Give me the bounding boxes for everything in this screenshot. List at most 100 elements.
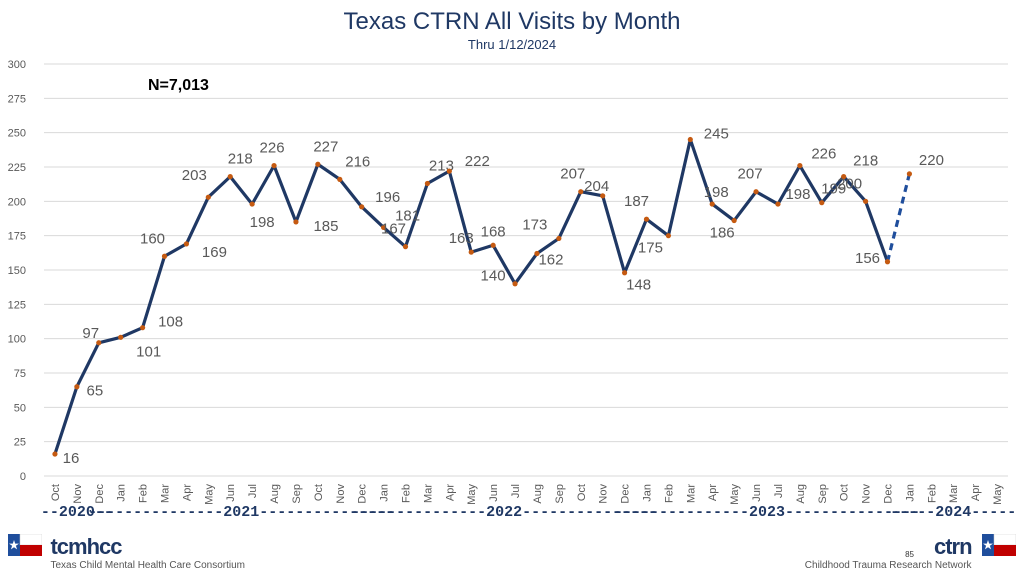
ctrn-brand: ctrn xyxy=(933,534,973,559)
data-label: 186 xyxy=(710,225,735,242)
data-label: 222 xyxy=(465,153,490,170)
x-tick-label: Feb xyxy=(138,484,150,503)
x-tick-label: Jun xyxy=(488,484,500,502)
data-point xyxy=(468,249,474,255)
texas-flag-icon xyxy=(8,534,42,556)
y-tick-label: 200 xyxy=(8,196,26,208)
data-label: 245 xyxy=(704,126,729,143)
data-point xyxy=(819,200,825,206)
data-point xyxy=(490,242,496,248)
data-point xyxy=(687,136,693,143)
data-point xyxy=(380,224,387,231)
data-point xyxy=(578,189,584,195)
data-label: 227 xyxy=(313,138,338,155)
data-point xyxy=(446,168,452,174)
data-label: 97 xyxy=(82,325,99,342)
data-label: 156 xyxy=(855,250,880,267)
y-tick-label: 125 xyxy=(8,299,26,311)
n-annotation: N=7,013 xyxy=(148,77,209,94)
x-tick-label: Feb xyxy=(401,484,413,503)
data-point xyxy=(271,163,277,169)
texas-flag-icon xyxy=(982,534,1016,556)
x-tick-label: Oct xyxy=(576,484,588,501)
data-label: 204 xyxy=(584,178,609,195)
data-point xyxy=(52,451,58,457)
tcmhcc-logo: tcmhcc Texas Child Mental Health Care Co… xyxy=(8,534,245,571)
data-label: 203 xyxy=(182,167,207,184)
x-tick-label: Dec xyxy=(357,484,369,504)
data-label: 199 xyxy=(821,181,846,198)
x-tick-label: Nov xyxy=(598,484,610,504)
y-tick-label: 0 xyxy=(20,471,26,483)
x-tick-label: Dec xyxy=(620,484,632,504)
x-tick-label: Jan xyxy=(904,484,916,502)
data-point xyxy=(249,201,255,207)
year-group-label: ---------------2021--------------- xyxy=(88,504,395,521)
data-point xyxy=(709,201,715,207)
x-tick-label: Mar xyxy=(685,484,697,503)
x-tick-label: Mar xyxy=(422,484,434,503)
x-tick-label: Aug xyxy=(269,484,281,504)
data-point xyxy=(424,180,431,187)
data-point xyxy=(74,384,80,390)
x-tick-label: Nov xyxy=(72,484,84,504)
y-tick-label: 25 xyxy=(14,437,26,449)
data-label: 207 xyxy=(560,166,585,183)
y-tick-label: 250 xyxy=(8,128,26,140)
data-label: 163 xyxy=(449,230,474,247)
data-point xyxy=(118,334,124,340)
data-label: 198 xyxy=(250,214,275,231)
data-point xyxy=(775,201,781,207)
year-group-label: ---------------2023--------------- xyxy=(614,504,921,521)
x-tick-label: Nov xyxy=(861,484,873,504)
x-tick-label: Apr xyxy=(181,484,193,501)
year-group-label: -----2024----- xyxy=(890,504,1017,521)
tcmhcc-brand: tcmhcc xyxy=(50,534,122,559)
data-label: 169 xyxy=(202,244,227,261)
data-label: 108 xyxy=(158,314,183,331)
data-label: 218 xyxy=(228,151,253,168)
x-tick-label: Jan xyxy=(642,484,654,502)
x-tick-label: May xyxy=(729,484,741,505)
data-point xyxy=(293,219,299,225)
x-tick-label: Nov xyxy=(335,484,347,504)
x-tick-label: Jul xyxy=(773,484,785,498)
data-point xyxy=(183,241,190,247)
data-point xyxy=(96,340,102,346)
tcmhcc-subtitle: Texas Child Mental Health Care Consortiu… xyxy=(50,560,245,571)
x-tick-label: Sep xyxy=(291,484,303,504)
x-tick-label: Jul xyxy=(247,484,259,498)
y-tick-label: 275 xyxy=(8,93,26,105)
data-label: 207 xyxy=(738,166,763,183)
y-tick-label: 300 xyxy=(8,59,26,71)
data-label: 173 xyxy=(522,216,547,233)
data-label: 167 xyxy=(381,221,406,238)
series-line-dashed xyxy=(885,173,911,263)
data-point xyxy=(139,325,146,331)
data-point xyxy=(556,235,562,242)
data-point xyxy=(337,176,343,182)
data-point xyxy=(665,233,672,239)
page-number: 85 xyxy=(905,550,914,559)
data-label: 200 xyxy=(837,175,862,192)
ctrn-subtitle: Childhood Trauma Research Network xyxy=(804,560,972,571)
data-label: 148 xyxy=(626,277,651,294)
data-point xyxy=(841,174,847,180)
x-tick-label: Feb xyxy=(663,484,675,503)
data-label: 196 xyxy=(375,189,400,206)
data-point xyxy=(753,189,759,195)
x-tick-label: Mar xyxy=(948,484,960,503)
x-tick-label: May xyxy=(203,484,215,505)
x-tick-label: Aug xyxy=(532,484,544,504)
data-point xyxy=(315,161,321,167)
data-point xyxy=(731,217,737,224)
y-tick-label: 150 xyxy=(8,265,26,277)
data-point xyxy=(534,250,540,257)
year-group-label: --2020-- xyxy=(40,504,113,521)
data-label: 185 xyxy=(313,218,338,235)
data-label: 198 xyxy=(785,186,810,203)
data-point xyxy=(359,204,365,210)
data-label: 226 xyxy=(811,146,836,163)
data-label: 140 xyxy=(481,268,506,285)
